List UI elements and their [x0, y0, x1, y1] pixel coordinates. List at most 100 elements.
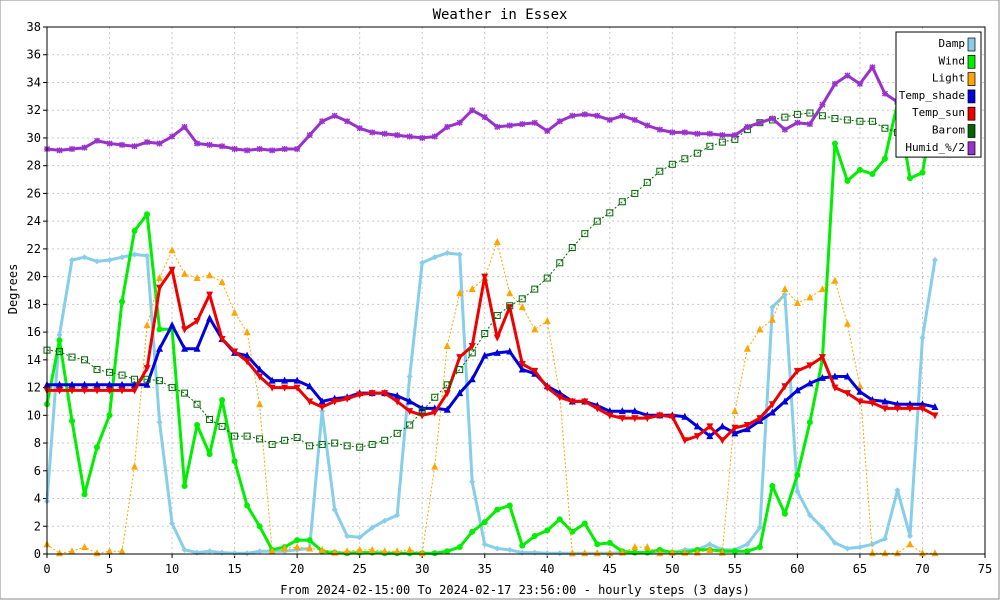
data-point [806, 293, 814, 301]
legend-swatch [967, 124, 976, 138]
data-point [256, 365, 264, 373]
data-point [106, 256, 113, 263]
y-tick-label: 20 [27, 270, 41, 284]
data-point [256, 435, 264, 443]
data-point [118, 547, 126, 555]
data-point [118, 380, 126, 388]
data-point [419, 259, 426, 266]
data-point [619, 112, 626, 119]
data-point [856, 117, 864, 125]
legend-label: Wind [939, 54, 966, 67]
data-point [56, 348, 64, 356]
y-tick-label: 28 [27, 159, 41, 173]
x-tick-label: 70 [915, 562, 929, 576]
data-point [181, 389, 189, 397]
data-point [281, 376, 289, 384]
data-point [318, 440, 326, 448]
data-point [481, 273, 489, 281]
data-point [656, 167, 664, 175]
data-point [318, 403, 326, 411]
data-point [131, 462, 139, 470]
data-point [631, 549, 638, 556]
data-point [393, 547, 401, 555]
data-point [56, 549, 64, 557]
data-point [106, 412, 113, 419]
data-point [869, 171, 876, 178]
data-point [856, 398, 864, 406]
data-point [431, 409, 439, 417]
data-point [119, 254, 126, 261]
data-point [706, 541, 713, 548]
data-point [331, 112, 338, 119]
y-tick-label: 34 [27, 75, 41, 89]
data-point [156, 274, 164, 282]
data-point [644, 122, 651, 129]
data-point [181, 546, 188, 553]
y-tick-label: 18 [27, 297, 41, 311]
data-point [406, 408, 414, 416]
data-point [581, 111, 588, 118]
data-point [643, 543, 651, 551]
data-point [206, 271, 214, 279]
data-point [531, 532, 538, 539]
data-point [518, 303, 526, 311]
data-point [781, 285, 789, 293]
data-point [831, 80, 838, 87]
x-tick-label: 5 [106, 562, 113, 576]
data-point [481, 541, 488, 548]
data-point [606, 116, 613, 123]
data-point [331, 506, 338, 513]
data-point [206, 291, 214, 299]
data-point [393, 391, 401, 399]
data-point [643, 178, 651, 186]
data-point [281, 384, 289, 392]
data-point [368, 440, 376, 448]
data-point [818, 373, 826, 381]
data-point [318, 545, 326, 553]
data-point [69, 146, 76, 153]
data-point [843, 372, 851, 380]
data-point [156, 284, 164, 292]
data-point [831, 384, 839, 392]
data-point [868, 549, 876, 557]
data-point [718, 138, 726, 146]
data-point [281, 146, 288, 153]
data-point [856, 80, 863, 87]
legend-label: Temp_shade [899, 89, 965, 102]
data-point [793, 110, 801, 118]
data-point [581, 230, 589, 238]
data-point [456, 251, 463, 258]
y-tick-label: 2 [34, 519, 41, 533]
legend-swatch [967, 106, 976, 121]
legend-label: Temp_sun [912, 106, 965, 119]
data-point [881, 535, 888, 542]
data-point [881, 549, 889, 557]
data-point [468, 342, 476, 350]
data-point [369, 524, 376, 531]
data-point [131, 387, 139, 395]
data-point [193, 400, 201, 408]
data-point [481, 329, 489, 337]
x-tick-label: 30 [415, 562, 429, 576]
data-point [281, 544, 289, 552]
data-point [244, 502, 251, 509]
data-point [844, 545, 851, 552]
data-point [306, 398, 314, 406]
data-point [456, 354, 464, 362]
y-tick-label: 36 [27, 48, 41, 62]
data-point [919, 169, 926, 176]
data-point [381, 130, 388, 137]
data-point [268, 376, 276, 384]
data-point [119, 298, 126, 305]
data-point [756, 119, 763, 126]
data-point [481, 114, 488, 121]
data-point [931, 256, 938, 263]
data-point [456, 289, 464, 297]
data-point [581, 520, 588, 527]
data-point [506, 302, 514, 310]
data-point [531, 285, 539, 293]
data-point [144, 211, 151, 218]
data-point [781, 397, 789, 405]
data-point [143, 375, 151, 383]
data-point [469, 528, 476, 535]
